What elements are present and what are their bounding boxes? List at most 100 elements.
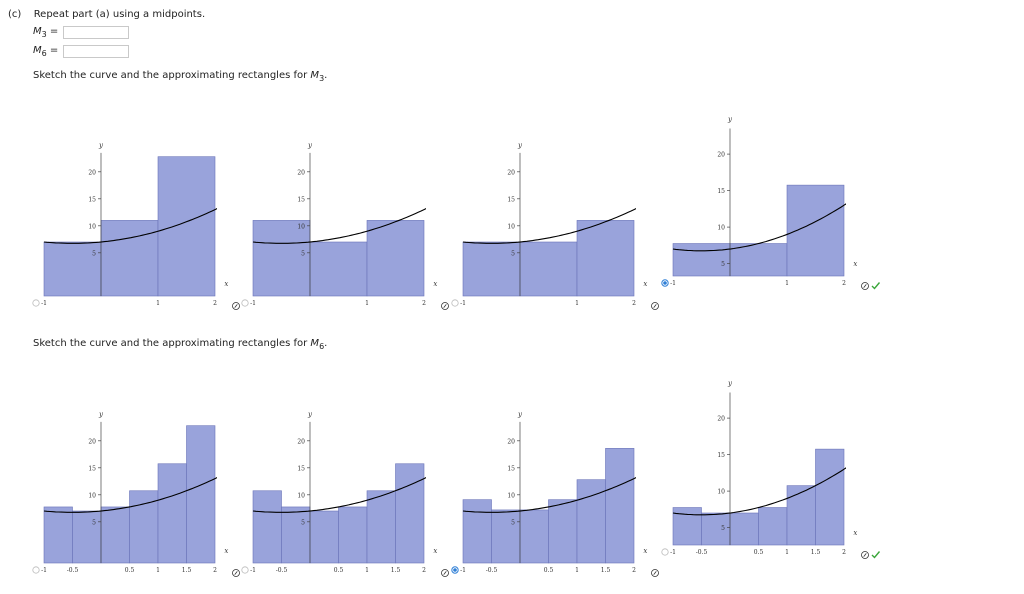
graph-option-m3-4[interactable]: 5 10 15 20 y -1 1 2 x xyxy=(661,115,881,290)
approx-rectangle xyxy=(100,220,159,297)
info-icon-mark xyxy=(863,284,867,288)
sketch-m6-label: Sketch the curve and the approximating r… xyxy=(33,338,328,351)
approx-rectangle xyxy=(672,243,731,277)
x-tick-label: 1 xyxy=(785,549,789,556)
y-tick-label: 5 xyxy=(721,261,725,268)
approx-rectangle xyxy=(548,499,578,564)
approx-rectangle xyxy=(309,241,368,297)
x-tick-label: 1 xyxy=(575,300,579,307)
y-tick-label: 20 xyxy=(88,438,96,445)
x-tick-label: 0.5 xyxy=(125,567,135,574)
x-axis-label: x xyxy=(224,280,228,288)
radio-button[interactable] xyxy=(451,299,459,307)
approx-rectangle xyxy=(366,490,396,564)
approx-rectangle xyxy=(366,220,425,297)
radio-button[interactable] xyxy=(661,548,669,556)
function-curve xyxy=(252,477,426,513)
x-axis-label: x xyxy=(643,280,647,288)
radio-button[interactable] xyxy=(241,566,249,574)
x-tick-label: 2 xyxy=(632,567,636,574)
x-tick-label: 1.5 xyxy=(811,549,821,556)
approx-rectangle xyxy=(576,220,635,297)
sketch-m3-label: Sketch the curve and the approximating r… xyxy=(33,70,328,83)
approx-rectangle xyxy=(491,509,521,564)
graph-option-m3-1[interactable]: 5 10 15 20 y -1 1 2 x xyxy=(32,142,240,310)
x-tick-label: 1 xyxy=(365,567,369,574)
m6-input[interactable] xyxy=(63,45,129,58)
x-tick-label: 1 xyxy=(156,300,160,307)
y-tick-label: 20 xyxy=(717,416,725,423)
approx-rectangle xyxy=(395,463,425,564)
y-tick-label: 10 xyxy=(507,492,515,499)
approx-rectangle xyxy=(72,510,102,564)
y-axis-label: y xyxy=(307,142,313,150)
approx-rectangle xyxy=(462,241,521,297)
approx-rectangle xyxy=(338,506,368,564)
graph-option-m6-2[interactable]: 5 10 15 20 y -1 -0.5 0.5 1 1.5 2 x xyxy=(241,411,449,577)
x-axis-label: x xyxy=(433,547,437,555)
question-prompt: (c) Repeat part (a) using a midpoints. xyxy=(8,9,205,20)
approx-rectangle xyxy=(129,490,159,564)
approx-rectangle xyxy=(252,490,282,564)
x-tick-label: 1.5 xyxy=(601,567,611,574)
x-axis-label: x xyxy=(643,547,647,555)
y-tick-label: 10 xyxy=(88,492,96,499)
graph-option-m6-1[interactable]: 5 10 15 20 y -1 -0.5 0.5 1 1.5 2 x xyxy=(32,411,240,577)
radio-button[interactable] xyxy=(32,299,40,307)
approx-rectangle xyxy=(519,509,549,564)
y-tick-label: 15 xyxy=(717,452,725,459)
y-tick-label: 15 xyxy=(507,196,515,203)
x-tick-label: -1 xyxy=(460,567,466,574)
x-tick-label: 2 xyxy=(422,300,426,307)
x-tick-label: -1 xyxy=(41,567,47,574)
graph-option-m3-2[interactable]: 5 10 15 20 y -1 1 2 x xyxy=(241,142,449,310)
x-tick-label: 1.5 xyxy=(391,567,401,574)
x-tick-label: -1 xyxy=(41,300,47,307)
y-tick-label: 5 xyxy=(721,525,725,532)
approx-rectangle xyxy=(462,499,492,564)
graph-option-m3-3[interactable]: 5 10 15 20 y -1 1 2 x xyxy=(451,142,659,310)
y-axis-label: y xyxy=(727,115,733,123)
radio-button[interactable] xyxy=(32,566,40,574)
approx-rectangle xyxy=(100,506,130,564)
y-axis-label: y xyxy=(517,411,523,419)
y-tick-label: 10 xyxy=(88,223,96,230)
function-curve xyxy=(462,208,636,244)
x-tick-label: -0.5 xyxy=(696,549,708,556)
function-curve xyxy=(43,207,217,244)
x-tick-label: 1 xyxy=(785,280,789,287)
y-tick-label: 15 xyxy=(297,465,305,472)
x-tick-label: -1 xyxy=(250,300,256,307)
y-tick-label: 15 xyxy=(88,196,96,203)
x-tick-label: 2 xyxy=(842,549,846,556)
x-axis-label: x xyxy=(433,280,437,288)
approx-rectangle xyxy=(43,506,73,564)
x-tick-label: -1 xyxy=(250,567,256,574)
x-tick-label: 0.5 xyxy=(334,567,344,574)
x-tick-label: 1 xyxy=(365,300,369,307)
y-tick-label: 10 xyxy=(717,225,725,232)
approx-rectangle xyxy=(519,241,578,297)
y-tick-label: 20 xyxy=(88,169,96,176)
x-tick-label: 2 xyxy=(632,300,636,307)
x-tick-label: 1.5 xyxy=(182,567,192,574)
radio-button[interactable] xyxy=(241,299,249,307)
graph-option-m6-3[interactable]: 5 10 15 20 y -1 -0.5 0.5 1 1.5 2 x xyxy=(451,411,659,577)
y-tick-label: 20 xyxy=(507,438,515,445)
approx-rectangle xyxy=(252,220,311,297)
y-tick-label: 5 xyxy=(92,519,96,526)
approx-rectangle xyxy=(281,506,311,564)
info-icon-mark xyxy=(863,553,867,557)
y-tick-label: 15 xyxy=(717,188,725,195)
m3-input[interactable] xyxy=(63,26,129,39)
y-tick-label: 5 xyxy=(92,250,96,257)
x-tick-label: 2 xyxy=(213,567,217,574)
approx-rectangle xyxy=(758,507,788,546)
y-tick-label: 20 xyxy=(297,438,305,445)
part-label: (c) xyxy=(8,9,22,20)
graph-option-m6-4[interactable]: 5 10 15 20 y -1 -0.5 0.5 1 1.5 2 x xyxy=(661,379,881,559)
x-tick-label: 0.5 xyxy=(754,549,764,556)
function-curve xyxy=(462,477,636,513)
function-curve xyxy=(672,203,846,252)
x-tick-label: -0.5 xyxy=(486,567,498,574)
